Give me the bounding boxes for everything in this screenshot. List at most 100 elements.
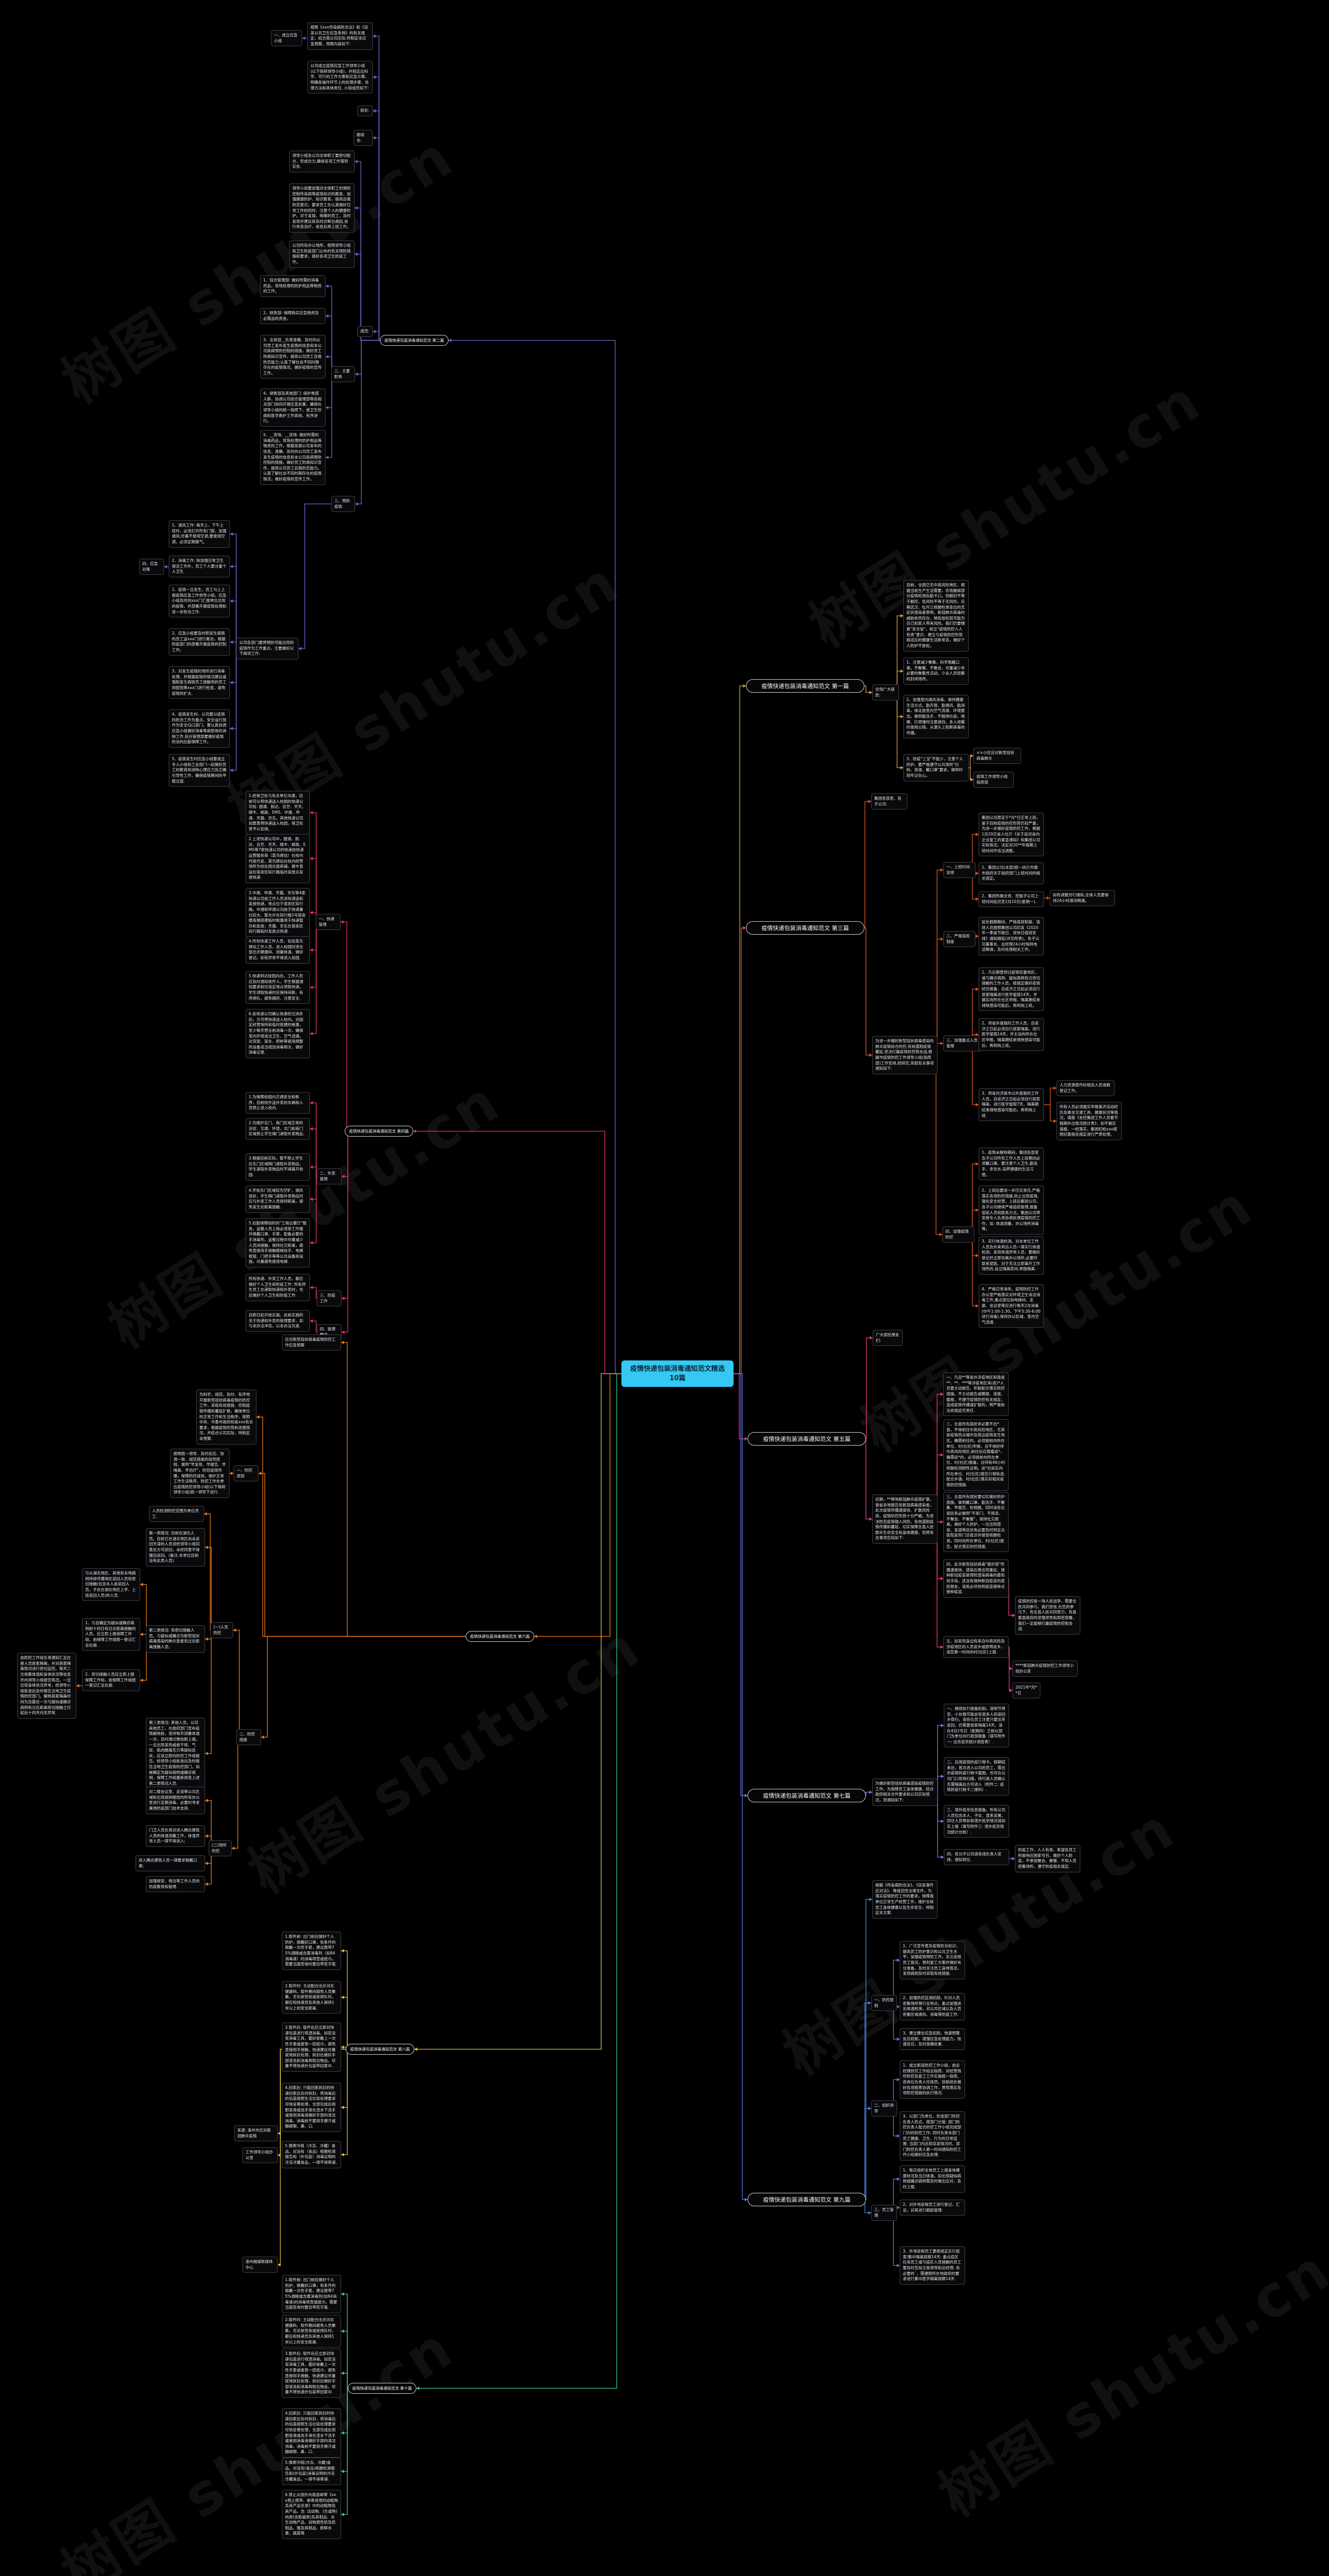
mindmap-node[interactable]: 3.中通、申通、天猫、京东等4家快递公司由工作人员进校递送和发放快递，地点位于宿… — [246, 888, 310, 938]
mindmap-node[interactable]: ××小区应对新型冠状病毒肺炎 — [973, 748, 1021, 764]
mindmap-node[interactable]: 2.上述快递公司中，圆通、韵达、百世、天天、顺丰、邮政、EMS等7家快递公司的快… — [246, 834, 310, 884]
mindmap-node[interactable]: 4.学校东门区域较为空旷，通风良好，学生隔门递取外卖物品时应与外卖工作人员保持距… — [246, 1185, 310, 1213]
mindmap-node[interactable]: 全场广大居民: — [872, 684, 899, 701]
mindmap-node[interactable]: 与从湖北地区、其他有本地病例持续传播地区返回人员有密切接触(包含本人是返回人员，… — [82, 1568, 140, 1601]
mindmap-node[interactable]: 6.禁止从国外向我县邮寄《xxx禁止携带、邮寄进境的动植物及其产品名录》中的动植… — [282, 2490, 341, 2540]
mindmap-node[interactable]: 5.慎寄冷链（冷冻、冷藏）食品。对没有（食品）核酸检测报告和（外包装）消毒证明的… — [282, 2141, 341, 2168]
mindmap-node[interactable]: 一、快递管理 — [316, 914, 341, 930]
mindmap-node[interactable]: 三、防疫工作 — [317, 1290, 342, 1307]
mindmap-node[interactable]: 2.为维护北门、南门区域正常的治安、交通、环境，北门和南门区域禁止学生隔门递取外… — [246, 1118, 310, 1140]
mindmap-node[interactable]: 3、外地返程员工要按规定实行居家/集中隔离观察14天; 重点疫区往来员工或与疫区… — [900, 2246, 965, 2285]
mindmap-node[interactable]: 来源: 涿州市应对新冠肺炎疫情 — [234, 2125, 278, 2142]
mindmap-node[interactable]: 所有人员必须据实申报离济活动经历及乘坐交通工具、健康状况等情况，填报《金控集团工… — [1056, 1102, 1122, 1140]
mindmap-node[interactable]: 三、境外抵京信息报备。所有公司人员包含本人、子女、直系亲属、同住人员等如有境外抵… — [944, 1805, 1009, 1838]
mindmap-node[interactable]: 1、注意减少聚集，科学佩戴口罩。不聚餐、不聚会，尽量减少非必要的聚集性活动，少去… — [903, 657, 969, 685]
mindmap-node[interactable]: 所有快递、外卖工作人员，都应做好个人卫生和防疫工作; 所有师生员工在递取快递和外… — [246, 1274, 310, 1301]
mindmap-node[interactable]: 工作领导小组办公室 — [242, 2147, 278, 2164]
mindmap-node[interactable]: 5、疫情发生时应急小组要成立专人小组和工会部门一起做好员工的教育和消除心理压力及… — [169, 754, 230, 787]
mindmap-node[interactable]: (二)场所防控 — [209, 1840, 232, 1857]
mindmap-node[interactable]: 二、外卖管理 — [317, 1168, 342, 1185]
mindmap-node[interactable]: 一、防控原则 — [234, 1465, 259, 1482]
mindmap-node[interactable]: 第一类情况: 目前在湖北人员。目前已在湖北地区尚未返回天津的人员须经领导小组同意… — [146, 1528, 205, 1567]
mindmap-node[interactable]: 防疫工作，人人有责，希望各员工积极响应国家号召，做好个人防疫，不参加聚会、聚餐、… — [1015, 1845, 1080, 1872]
mindmap-node[interactable]: 1、通风工作: 每天上、下午上班时，必须打开所有门窗，加强通风;尽量不使用空调,… — [169, 520, 230, 548]
mindmap-node[interactable]: 一、上班时间安排 — [943, 862, 975, 879]
mindmap-node[interactable]: 1、广泛宣传普及疫情防治知识，提高员工防护意识和公共卫生水平，加强疫情预防工作，… — [900, 1941, 965, 1979]
mindmap-node[interactable]: 二、组织领导 — [871, 2100, 897, 2117]
mindmap-node[interactable]: 集团公司原定于*月*日正常上班，鉴于目前疫情防控形势仍较严重，为进一步做好疫情防… — [979, 813, 1044, 857]
mindmap-node[interactable]: 组长: — [357, 105, 373, 116]
mindmap-node[interactable]: 4.回家后: 只能回家拆封的快递回家后及时拆封，将消毒后的包装按照生活垃圾处理要… — [282, 2083, 341, 2133]
mindmap-node[interactable]: 一、继续执行报备机制。清明节将至，小长假可能会有很多人短途回乡祭扫，请各位员工注… — [944, 1704, 1009, 1748]
mindmap-node[interactable]: 4、严格日常消杀。疫情防控工作办公室严格落实对环境卫生清洁消毒工作,重点部位如电… — [979, 1284, 1044, 1328]
mindmap-node[interactable]: 1、集团公司(本部)统一执行市委市政府关于政府部门上班时间的相关规定。 — [979, 862, 1044, 884]
mindmap-node[interactable]: 为科学、规范、及时、有序地开展新型冠状病毒疫情的防控工作，采取有效措施，控制疫情… — [196, 1390, 256, 1445]
mindmap-node[interactable]: 5、__货场、__货场: 做好所需的消毒药品，现场处理的防护用品等物资的工作。根… — [260, 430, 326, 485]
mindmap-node[interactable]: 2、集团所属全资、控股子公司上班时间延迟至2月10日(星期一). — [979, 891, 1044, 908]
mindmap-node[interactable]: (一)人员防控 — [210, 1622, 233, 1639]
mindmap-node[interactable]: 按照统一领导、及时反应、协调一致、规范措施的指导原则，做到"早发现、早报告、早隔… — [170, 1449, 229, 1499]
mindmap-node[interactable]: 2、加强室内通风消毒，保持健康生活方式。勤开窗、勤通风、勤消毒，保证居室内空气流… — [903, 695, 969, 739]
mindmap-node[interactable]: 四、应急对策 — [139, 559, 164, 575]
mindmap-node[interactable]: 一、成立应急小组 — [271, 30, 302, 47]
branch-4-title[interactable]: 疫情快递包装消毒通知范文 第四篇 — [345, 1126, 413, 1137]
mindmap-node[interactable]: 四、加强疫情防控 — [942, 1226, 974, 1243]
mindmap-node[interactable]: 4、疫情发生时，公司要以疫情的防治工作为重点，安全运行部作为安全归口部门，要认真… — [169, 709, 230, 748]
mindmap-node[interactable]: 4.回家后: 只能回家拆封的快递回家后及时拆封，将消毒后的包装按照生活垃圾处理要… — [282, 2408, 341, 2458]
mindmap-node[interactable]: 三、员工管理 — [871, 2205, 897, 2221]
mindmap-node[interactable]: 二、主要职责 — [331, 366, 355, 383]
mindmap-node[interactable]: 1、综合管理部: 做好所需的消毒药品，现场处理的防护用品等物资的工作。 — [260, 275, 326, 297]
mindmap-node[interactable]: 2、应急小组要及时把发生病情的员工送xxx门进行救治，根据防疫部门的部署开展疫情… — [169, 628, 230, 656]
mindmap-node[interactable]: 门卫人员负责对进入腾达建筑人员的体温测量工作，体温异常人员一律不得进入; — [146, 1825, 205, 1847]
mindmap-node[interactable]: 疫情防控是一场人民战争，需要全民共同参与，我们坚信,在您的参与下，有全县人民共同… — [1015, 1596, 1080, 1635]
mindmap-node[interactable]: 按照《xxx传染病防治法》和《突发公共卫生应急条例》的有关规定，结合我公司实际,… — [307, 22, 373, 50]
mindmap-node[interactable]: 2021年*月**日 — [1012, 1682, 1040, 1699]
mindmap-node[interactable]: 3、建立健全应急机制，快速预警反应机制，增强应急处理能力，快速反应，及时准确处置… — [900, 2028, 965, 2050]
mindmap-node[interactable]: 四、各分子公司请各线负责人安排，通知到位. — [944, 1849, 1009, 1866]
mindmap-node[interactable]: 三、全县所有居民要切实做好防护措施。做到戴口罩、勤洗手、不聚集、早报告、检核酸。… — [943, 1492, 1009, 1553]
mindmap-node[interactable]: 五、如发现身边有来自中高风险及涉疫地区的人员返乡或即将返乡，请您第一时间向村(社… — [943, 1636, 1009, 1658]
mindmap-node[interactable]: 公司成立疫情应急工作领导小组(以下简称领导小组)，并制定出科学、可行的工作方案和… — [307, 61, 373, 94]
mindmap-node[interactable]: 1、成立新冠防控工作小组，由总经理担任工作组总指挥，对经营场所防控及复工工作实施… — [900, 2060, 965, 2099]
branch-8-title[interactable]: 疫情快递包装消毒通知范文 第八篇 — [346, 2044, 414, 2055]
mindmap-node[interactable]: 如有调整另行通知,全体人员要保持24小时通讯畅通。 — [1050, 890, 1115, 907]
mindmap-node[interactable]: 一、凡自**等省外涉疫地区和我省**、**、***等涉疫地区来(返)*人员要主动… — [943, 1372, 1009, 1417]
branch-2-title[interactable]: 疫情快递包装消毒通知范文 第二篇 — [380, 335, 449, 346]
mindmap-node[interactable]: 1、凡近期曾到过疫情较重地区，或与确诊病例、疑似病例有过密切接触的工作人员，按规… — [979, 967, 1044, 1011]
mindmap-node[interactable]: 领导小组及公司全体职工要密切配合，形成合力,确保各项工作落到实处. — [289, 151, 355, 172]
branch-6-title[interactable]: 疫情快递包装消毒通知范文 第六篇 — [466, 1631, 534, 1642]
mindmap-node[interactable]: 4、销售部及其他部门: 保护易感人群，协调公司综合管理部等各相关部门协同开展应急… — [260, 388, 326, 427]
mindmap-node[interactable]: 1、与自确定为疑似或确诊病例前十四日有过近距离接触的人员，应立即上报保障工作组，… — [82, 1618, 140, 1651]
mindmap-node[interactable]: 疫情工作领导小组指挥部 — [973, 772, 1014, 788]
mindmap-node[interactable]: 近期，**等地新冠肺炎疫情扩散，我省多地报告有新冠病毒感染者。此次疫情传播速度快… — [872, 1494, 938, 1544]
branch-7-title[interactable]: 疫情快递包装消毒通知范文 第七篇 — [748, 1789, 866, 1802]
mindmap-node[interactable]: 二、全县所有居民非必要不出*县，不得前往中高风险地区，尤其是疫情热点城市及周边疫… — [943, 1419, 1009, 1491]
mindmap-node[interactable]: 二、启用疫情防疫行程卡。假期结束后，首次进入公司的员工，需出示疫情防疫行程卡截图… — [944, 1757, 1009, 1796]
mindmap-node[interactable]: 3.取件后: 取件后应立即对快递包装进行喷洒消毒。如若没有消毒工具，最好是戴上一… — [282, 2022, 341, 2072]
mindmap-node[interactable]: 4.所有快递工作人员，包括菜鸟驿站工作人员，进入校园时须全部出示健康码、测量体温… — [246, 936, 310, 964]
mindmap-node[interactable]: 领导小组要加强对全体职工的预防控制传染病等疫情知识的教育，加强健康防护、知识教育… — [289, 183, 355, 233]
mindmap-node[interactable]: 1、每日组织全体员工上报身体健康状况及当日体温，如出现疑似病例或确诊病例需及时做… — [900, 2165, 965, 2193]
mindmap-node[interactable]: 5.后勤保障组织的"工程云餐厅"服务，送餐人员上岗必须穿工作服并佩戴口罩、手套，… — [246, 1218, 310, 1268]
mindmap-node[interactable]: 集团各部室、各子公司: — [871, 793, 907, 810]
mindmap-node[interactable]: 第三类情况: 其他人员。公司其他员工，在政府部门宣布疫情解除前，坚持每天测量体温… — [146, 1718, 205, 1789]
mindmap-node[interactable]: 三、预防疫情 — [331, 496, 355, 512]
branch-3-title[interactable]: 疫情快递包装消毒通知范文 第三篇 — [746, 921, 864, 935]
mindmap-node[interactable]: 公司所有办公场所，按照领导小组和卫生防疫部门公布的有关预防措施和要求，搞好各项卫… — [289, 240, 355, 268]
mindmap-node[interactable]: 自即日起开始实施。此前实施的关于快递和外卖的管理要求，如与本办法冲突，以本办法为… — [246, 1310, 310, 1332]
mindmap-node[interactable]: 3.根据目前实际，暂不禁止学生在东门区域隔门递取外卖物品，学生递取外卖物品时不得… — [246, 1153, 310, 1181]
mindmap-node[interactable]: 公司各部门要将预防可能出现的疫情作为工作重点，主要做好以下两项工作: — [236, 638, 299, 659]
mindmap-node[interactable]: 1、疫情未解除期间，集团各部室及子公司所有工作人员上班期间必须戴口罩。要注意个人… — [979, 1148, 1044, 1181]
mindmap-node[interactable]: ****新冠肺炎疫情防控工作领导小组办公室 — [1012, 1661, 1078, 1677]
mindmap-node[interactable]: 根据《传染病防治法》、《突发事件应对法》、等规范性法律文件，为落实疫情防控工作的… — [872, 1880, 938, 1919]
mindmap-node[interactable]: 1.为保障校园内交通安全和秩序，目前校外送外卖的车辆和人员禁止进入校内. — [246, 1092, 310, 1114]
mindmap-node[interactable]: 加强保安、保洁等工作人员的防疫教育和管理. — [146, 1876, 205, 1893]
mindmap-node[interactable]: 2、加强防控监测机制，针对人员密集场所等行业特点，重点加强进出体温检测，对公共区… — [900, 1993, 965, 2020]
mindmap-node[interactable]: 延长假期期间，严格值班制度，值班人员按照集团公司印发《2020年一季度节假日、双… — [979, 917, 1044, 955]
mindmap-node[interactable]: 应对新型冠状病毒疫情防控工作应急预案 — [282, 1334, 341, 1351]
mindmap-node[interactable]: 2、消毒工作: 除加强日常卫生保洁工作外，员工个人要注重个人卫生. — [169, 556, 230, 577]
mindmap-node[interactable]: 2、到省外度假的工作人员，自返济之日起必须自行居家隔离，进行医学留观14天，并主… — [979, 1018, 1044, 1051]
mindmap-node[interactable]: 3、到省内济南市以外度假的工作人员，自返济之日起必须自行居家隔离，进行医学留观7… — [979, 1088, 1044, 1122]
mindmap-node[interactable]: 进入腾达建筑人员一律要求佩戴口罩; — [135, 1855, 205, 1872]
mindmap-node[interactable]: 为做好新型冠状病毒感染疫情防控工作，为保障员工身体健康，结合政府相关文件要求和公… — [872, 1778, 938, 1806]
